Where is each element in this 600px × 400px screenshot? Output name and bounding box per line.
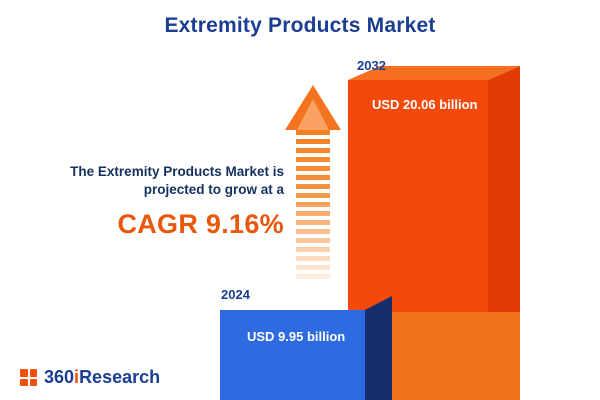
annotation-block: The Extremity Products Market is project… bbox=[28, 163, 284, 242]
annotation-line-1: The Extremity Products Market is bbox=[70, 164, 284, 179]
bar-2024-value-label: USD 9.95 billion bbox=[247, 329, 346, 344]
cagr-text: CAGR 9.16% bbox=[117, 208, 284, 239]
logo-text-accent: i bbox=[74, 367, 80, 387]
annotation-line-2: projected to grow at a bbox=[143, 181, 284, 197]
logo-text: 360iResearch bbox=[44, 367, 160, 388]
logo-text-prefix: 360 bbox=[44, 367, 75, 387]
bar-2024-side-face bbox=[365, 296, 392, 400]
logo: 360iResearch bbox=[20, 367, 160, 388]
bar-2024 bbox=[220, 310, 365, 400]
growth-arrow-shaft bbox=[296, 130, 330, 280]
bar-2032-top-face bbox=[348, 66, 520, 80]
bar-2032-value-label: USD 20.06 billion bbox=[372, 97, 478, 112]
year-label-2024: 2024 bbox=[221, 287, 250, 302]
year-label-2032: 2032 bbox=[357, 58, 386, 73]
page-title: Extremity Products Market bbox=[164, 14, 436, 37]
logo-grid-icon bbox=[20, 369, 37, 386]
logo-text-suffix: Research bbox=[79, 367, 161, 387]
